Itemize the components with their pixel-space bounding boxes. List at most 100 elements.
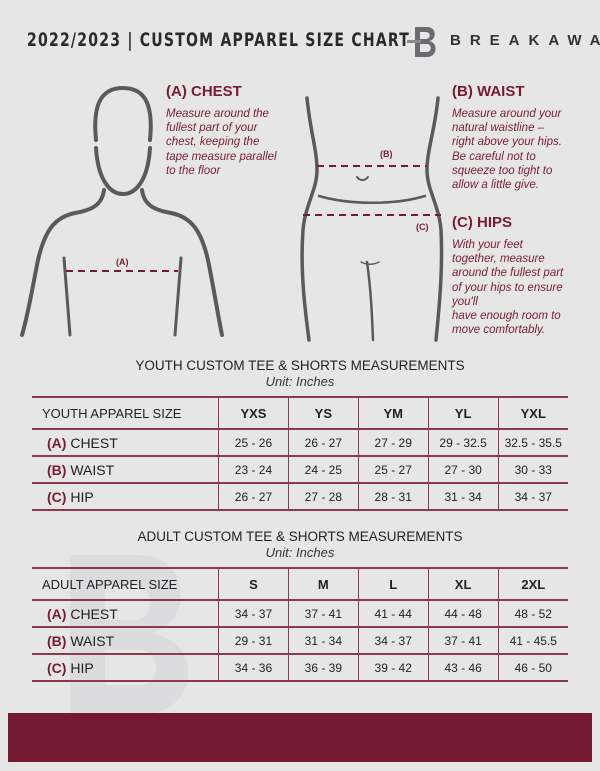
- measurement-name: CHEST: [70, 605, 118, 622]
- desc-line: you'll: [452, 295, 478, 308]
- table-row: (C) HIP 34 - 36 36 - 39 39 - 42 43 - 46 46 - …: [32, 653, 568, 682]
- measurement-value: 28 - 31: [357, 482, 429, 511]
- measurement-letter: (B): [47, 632, 67, 649]
- measurement-value: 34 - 36: [218, 653, 289, 682]
- measurement-value: 23 - 24: [218, 455, 289, 484]
- adult-table-unit: Unit: Inches: [265, 545, 335, 560]
- brand-name: BREAKAWAY: [450, 32, 600, 49]
- desc-line: squeeze too tight to: [452, 164, 553, 177]
- measurement-label: (B) WAIST: [32, 455, 219, 484]
- size-column-header: 2XL: [497, 567, 568, 601]
- measurement-value: 41 - 45.5: [497, 626, 568, 655]
- size-column-header: YS: [287, 396, 359, 430]
- measurement-value: 31 - 34: [287, 626, 359, 655]
- size-column-header: YXL: [497, 396, 568, 430]
- desc-line: Measure around the: [166, 108, 269, 120]
- size-column-header: YXS: [218, 396, 289, 430]
- youth-table-unit: Unit: Inches: [265, 374, 335, 389]
- measurement-value: 48 - 52: [497, 599, 568, 628]
- breakaway-logo-icon: [407, 27, 436, 57]
- desc-line: around the fullest part: [452, 267, 564, 280]
- waist-marker-label: (B): [380, 149, 393, 159]
- measurement-value: 34 - 37: [497, 482, 568, 511]
- desc-line: Measure around your: [452, 108, 562, 120]
- hips-heading: (C) HIPS: [452, 214, 512, 231]
- waist-heading: (B) WAIST: [452, 83, 525, 100]
- table-header-row: YOUTH APPAREL SIZE YXS YS YM YL YXL: [32, 396, 568, 430]
- measurement-letter: (C): [47, 488, 67, 505]
- desc-line: chest, keeping the: [166, 136, 260, 149]
- measurement-label: (A) CHEST: [32, 599, 219, 628]
- desc-line: right above your hips.: [452, 136, 562, 149]
- measurement-letter: (A): [47, 605, 67, 622]
- measurement-value: 39 - 42: [357, 653, 429, 682]
- hips-description: With your feet together, measure around …: [452, 238, 563, 337]
- size-column-header: YL: [427, 396, 499, 430]
- measurement-label: (B) WAIST: [32, 626, 219, 655]
- measurement-name: HIP: [70, 488, 94, 505]
- adult-size-table: ADULT APPAREL SIZE S M L XL 2XL (A) CHEST 34 - …: [32, 567, 568, 682]
- measurement-name: WAIST: [70, 461, 115, 478]
- size-header: YOUTH APPAREL SIZE: [32, 396, 219, 430]
- size-header: ADULT APPAREL SIZE: [32, 567, 219, 601]
- measurement-value: 27 - 28: [287, 482, 359, 511]
- desc-line: With your feet: [452, 239, 523, 251]
- desc-line: natural waistline –: [452, 122, 545, 135]
- adult-table-title: ADULT CUSTOM TEE & SHORTS MEASUREMENTS: [137, 529, 463, 544]
- waist-description: Measure around your natural waistline – …: [452, 107, 562, 192]
- hips-marker-label: (C): [416, 222, 429, 232]
- measurement-value: 37 - 41: [427, 626, 499, 655]
- youth-size-table: YOUTH APPAREL SIZE YXS YS YM YL YXL (A) CHEST 2…: [32, 396, 568, 511]
- measurement-value: 36 - 39: [287, 653, 359, 682]
- measurement-value: 25 - 27: [357, 455, 429, 484]
- size-column-header: L: [357, 567, 429, 601]
- measurement-value: 43 - 46: [427, 653, 499, 682]
- measurement-label: (A) CHEST: [32, 428, 219, 457]
- measurement-label: (C) HIP: [32, 482, 219, 511]
- measurement-value: 26 - 27: [218, 482, 289, 511]
- chest-marker-label: (A): [116, 257, 129, 267]
- measurement-name: HIP: [70, 659, 94, 676]
- desc-line: allow a little give.: [452, 179, 539, 192]
- measurement-letter: (B): [47, 461, 67, 478]
- measurement-value: 37 - 41: [287, 599, 359, 628]
- desc-line: Be careful not to: [452, 150, 536, 163]
- footer-bar: [8, 713, 592, 762]
- measurement-value: 30 - 33: [497, 455, 568, 484]
- desc-line: together, measure: [452, 253, 545, 266]
- measurement-value: 34 - 37: [357, 626, 429, 655]
- size-column-header: S: [218, 567, 289, 601]
- measurement-label: (C) HIP: [32, 653, 219, 682]
- measurement-letter: (C): [47, 659, 67, 676]
- measurement-value: 31 - 34: [427, 482, 499, 511]
- torso-illustration: [300, 96, 444, 342]
- size-column-header: M: [287, 567, 359, 601]
- desc-line: have enough room to: [452, 310, 561, 323]
- size-column-header: YM: [357, 396, 429, 430]
- page-title: 2022/2023 | CUSTOM APPAREL SIZE CHART: [27, 29, 411, 51]
- measurement-value: 46 - 50: [497, 653, 568, 682]
- desc-line: move comfortably.: [452, 324, 546, 337]
- upper-body-illustration: [20, 85, 224, 337]
- measurement-value: 29 - 31: [218, 626, 289, 655]
- table-row: (B) WAIST 29 - 31 31 - 34 34 - 37 37 - 41 41 …: [32, 626, 568, 655]
- table-header-row: ADULT APPAREL SIZE S M L XL 2XL: [32, 567, 568, 601]
- youth-table-title: YOUTH CUSTOM TEE & SHORTS MEASUREMENTS: [135, 358, 465, 373]
- table-row: (B) WAIST 23 - 24 24 - 25 25 - 27 27 - 30 30 …: [32, 455, 568, 484]
- measurement-value: 44 - 48: [427, 599, 499, 628]
- desc-line: tape measure parallel: [166, 150, 277, 163]
- measurement-value: 27 - 29: [357, 428, 429, 457]
- measurement-value: 26 - 27: [287, 428, 359, 457]
- measurement-value: 24 - 25: [287, 455, 359, 484]
- measurement-value: 34 - 37: [218, 599, 289, 628]
- measurement-name: WAIST: [70, 632, 115, 649]
- desc-line: fullest part of your: [166, 122, 258, 135]
- table-row: (C) HIP 26 - 27 27 - 28 28 - 31 31 - 34 34 - …: [32, 482, 568, 511]
- size-column-header: XL: [427, 567, 499, 601]
- desc-line: of your hips to ensure: [452, 281, 563, 294]
- chest-description: Measure around the fullest part of your …: [166, 107, 277, 178]
- chest-heading: (A) CHEST: [166, 83, 242, 100]
- measurement-value: 27 - 30: [427, 455, 499, 484]
- table-row: (A) CHEST 25 - 26 26 - 27 27 - 29 29 - 32.5 3…: [32, 428, 568, 457]
- measurement-name: CHEST: [70, 434, 118, 451]
